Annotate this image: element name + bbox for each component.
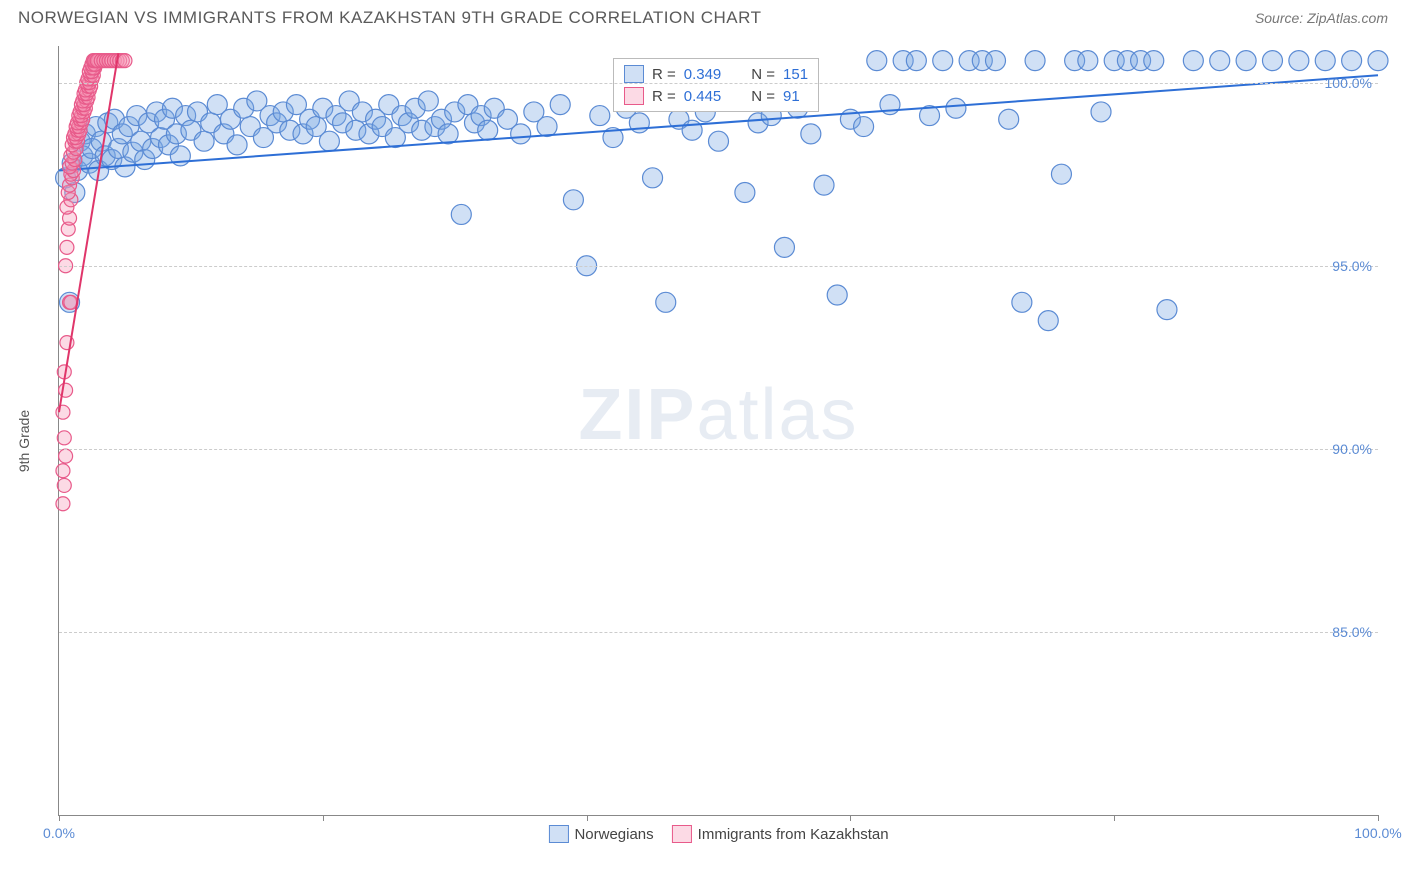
legend-n-label: N =	[751, 88, 775, 105]
gridline-h	[59, 449, 1378, 450]
plot-area: ZIPatlas R =0.349N =151R =0.445N =91 Nor…	[58, 46, 1378, 816]
scatter-point	[227, 135, 247, 155]
scatter-point	[478, 120, 498, 140]
scatter-point	[827, 285, 847, 305]
y-tick-label: 85.0%	[1332, 624, 1372, 640]
chart-header: NORWEGIAN VS IMMIGRANTS FROM KAZAKHSTAN …	[0, 0, 1406, 32]
legend-swatch	[672, 825, 692, 843]
x-tick	[850, 815, 851, 821]
y-tick-label: 95.0%	[1332, 258, 1372, 274]
scatter-point	[643, 168, 663, 188]
scatter-point	[59, 383, 73, 397]
scatter-point	[537, 117, 557, 137]
scatter-point	[56, 497, 70, 511]
scatter-point	[563, 190, 583, 210]
scatter-point	[1236, 51, 1256, 71]
scatter-point	[801, 124, 821, 144]
scatter-point	[56, 464, 70, 478]
x-tick	[1378, 815, 1379, 821]
legend-series-label: Immigrants from Kazakhstan	[698, 826, 889, 843]
scatter-point	[999, 109, 1019, 129]
x-tick	[1114, 815, 1115, 821]
legend-series-label: Norwegians	[574, 826, 653, 843]
scatter-point	[1012, 292, 1032, 312]
chart-source: Source: ZipAtlas.com	[1255, 10, 1388, 26]
scatter-point	[1091, 102, 1111, 122]
scatter-point	[1078, 51, 1098, 71]
y-axis-label: 9th Grade	[16, 410, 32, 472]
scatter-point	[933, 51, 953, 71]
scatter-point	[1315, 51, 1335, 71]
scatter-point	[418, 91, 438, 111]
scatter-point	[59, 449, 73, 463]
scatter-point	[550, 95, 570, 115]
scatter-point	[56, 405, 70, 419]
scatter-point	[1289, 51, 1309, 71]
x-tick-label: 0.0%	[43, 825, 75, 841]
legend-bottom-item: Norwegians	[548, 825, 653, 843]
scatter-point	[590, 106, 610, 126]
scatter-point	[438, 124, 458, 144]
scatter-point	[1051, 164, 1071, 184]
legend-r-value: 0.349	[684, 66, 722, 83]
scatter-point	[709, 131, 729, 151]
scatter-point	[451, 204, 471, 224]
gridline-h	[59, 632, 1378, 633]
gridline-h	[59, 266, 1378, 267]
chart-container: 9th Grade ZIPatlas R =0.349N =151R =0.44…	[18, 36, 1388, 846]
legend-swatch	[624, 65, 644, 83]
plot-svg	[59, 46, 1378, 815]
legend-r-value: 0.445	[684, 88, 722, 105]
gridline-h	[59, 83, 1378, 84]
scatter-point	[1210, 51, 1230, 71]
y-tick-label: 100.0%	[1325, 75, 1372, 91]
scatter-point	[814, 175, 834, 195]
legend-bottom: Norwegians Immigrants from Kazakhstan	[548, 825, 888, 843]
scatter-point	[1157, 300, 1177, 320]
scatter-point	[854, 117, 874, 137]
scatter-point	[774, 237, 794, 257]
scatter-point	[906, 51, 926, 71]
legend-bottom-item: Immigrants from Kazakhstan	[672, 825, 889, 843]
scatter-point	[735, 182, 755, 202]
x-tick	[323, 815, 324, 821]
scatter-point	[60, 240, 74, 254]
chart-title: NORWEGIAN VS IMMIGRANTS FROM KAZAKHSTAN …	[18, 8, 761, 28]
scatter-point	[511, 124, 531, 144]
scatter-point	[946, 98, 966, 118]
scatter-point	[1183, 51, 1203, 71]
x-tick-label: 100.0%	[1354, 825, 1401, 841]
legend-top-row: R = 0.445 N = 91	[624, 85, 808, 107]
scatter-point	[867, 51, 887, 71]
scatter-point	[656, 292, 676, 312]
scatter-point	[1262, 51, 1282, 71]
scatter-point	[194, 131, 214, 151]
scatter-point	[1368, 51, 1388, 71]
legend-r-label: R =	[652, 88, 676, 105]
y-tick-label: 90.0%	[1332, 441, 1372, 457]
legend-n-label: N =	[751, 66, 775, 83]
scatter-point	[118, 54, 132, 68]
scatter-point	[1144, 51, 1164, 71]
legend-top: R = 0.349 N = 151 R = 0.445 N = 91	[613, 58, 819, 112]
scatter-point	[319, 131, 339, 151]
x-tick	[587, 815, 588, 821]
legend-r-label: R =	[652, 66, 676, 83]
scatter-point	[57, 478, 71, 492]
scatter-point	[985, 51, 1005, 71]
legend-swatch	[548, 825, 568, 843]
x-tick	[59, 815, 60, 821]
scatter-point	[1025, 51, 1045, 71]
scatter-point	[682, 120, 702, 140]
legend-n-value: 151	[783, 66, 808, 83]
legend-n-value: 91	[783, 88, 800, 105]
scatter-point	[57, 431, 71, 445]
scatter-point	[1342, 51, 1362, 71]
scatter-point	[1038, 311, 1058, 331]
legend-swatch	[624, 87, 644, 105]
